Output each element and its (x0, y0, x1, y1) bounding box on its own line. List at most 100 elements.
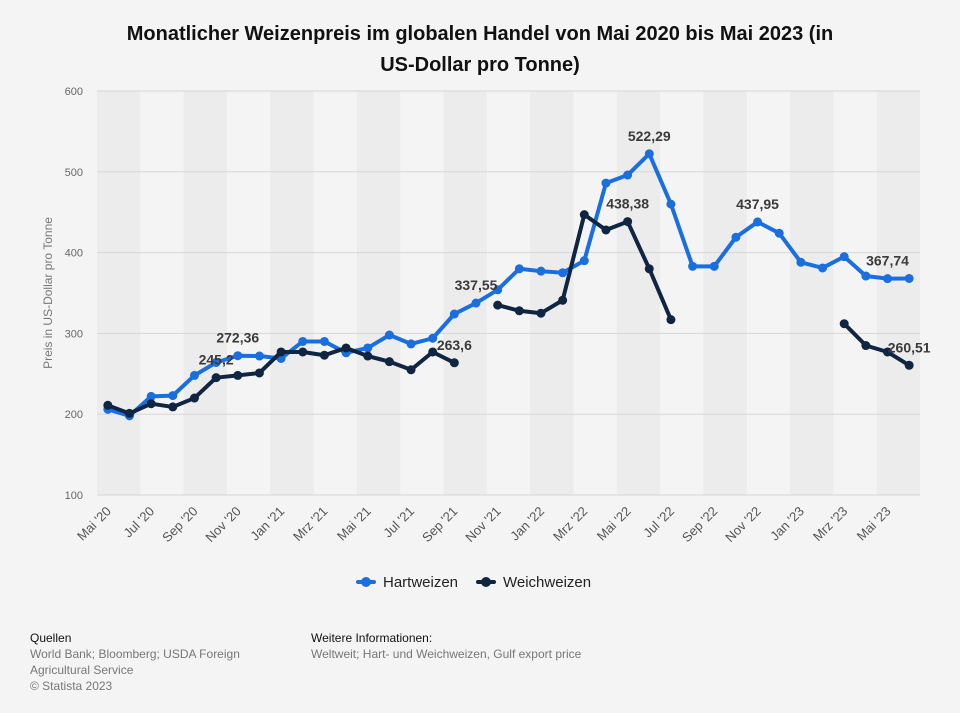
data-point[interactable] (883, 347, 893, 357)
data-point[interactable] (623, 170, 633, 180)
chart-title-line-2: US-Dollar pro Tonne) (380, 54, 580, 76)
data-point[interactable] (644, 149, 654, 159)
x-tick-label: Nov '22 (722, 504, 763, 545)
x-tick-label: Mrz '22 (550, 504, 590, 544)
data-point[interactable] (753, 217, 763, 227)
data-point[interactable] (103, 400, 113, 410)
data-point[interactable] (666, 315, 676, 325)
x-tick-label: Mrz '21 (290, 504, 330, 544)
data-point[interactable] (471, 298, 481, 308)
chart-band (443, 91, 487, 495)
x-tick-label: Jan '23 (767, 504, 807, 544)
data-point[interactable] (124, 408, 134, 418)
data-point[interactable] (623, 217, 633, 227)
data-point[interactable] (341, 343, 351, 353)
legend-marker (481, 577, 491, 587)
data-point[interactable] (774, 228, 784, 238)
data-point[interactable] (211, 357, 221, 367)
legend-item-hartweizen[interactable]: Hartweizen (356, 574, 458, 591)
data-point[interactable] (384, 330, 394, 340)
legend-label: Hartweizen (383, 574, 458, 591)
data-point[interactable] (254, 351, 264, 361)
data-point[interactable] (319, 350, 329, 360)
chart-band (530, 91, 574, 495)
data-point[interactable] (514, 264, 524, 274)
data-point[interactable] (384, 357, 394, 367)
data-point[interactable] (189, 370, 199, 380)
data-point[interactable] (168, 391, 178, 401)
data-point[interactable] (449, 309, 459, 319)
data-point[interactable] (536, 308, 546, 318)
data-point[interactable] (168, 402, 178, 412)
data-point[interactable] (146, 391, 156, 401)
data-point[interactable] (428, 333, 438, 343)
y-axis-label: Preis in US-Dollar pro Tonne (41, 217, 55, 369)
data-point[interactable] (688, 261, 698, 271)
data-point[interactable] (428, 347, 438, 357)
data-point[interactable] (839, 319, 849, 329)
chart-band (270, 91, 314, 495)
data-point[interactable] (579, 210, 589, 220)
data-point[interactable] (211, 373, 221, 383)
data-point[interactable] (298, 347, 308, 357)
data-point[interactable] (146, 399, 156, 409)
data-point[interactable] (861, 271, 871, 281)
legend-item-weichweizen[interactable]: Weichweizen (476, 574, 591, 591)
data-label: 437,95 (736, 196, 779, 212)
data-point[interactable] (601, 178, 611, 188)
data-point[interactable] (319, 336, 329, 346)
x-tick-label: Jul '20 (120, 504, 157, 541)
data-point[interactable] (233, 370, 243, 380)
chart-band (616, 91, 661, 495)
data-point[interactable] (514, 306, 524, 316)
legend-marker (361, 577, 371, 587)
data-point[interactable] (796, 257, 806, 267)
data-point[interactable] (558, 268, 568, 278)
data-point[interactable] (709, 261, 719, 271)
y-tick-label: 400 (65, 248, 83, 260)
data-point[interactable] (818, 263, 828, 273)
data-point[interactable] (558, 295, 568, 305)
x-tick-label: Jan '22 (507, 504, 547, 544)
gridlines (97, 90, 920, 496)
data-point[interactable] (363, 343, 373, 353)
data-point[interactable] (731, 232, 741, 242)
series-line (842, 321, 912, 368)
line-chart: Monatlicher Weizenpreis im globalen Hand… (41, 23, 931, 591)
data-point[interactable] (601, 225, 611, 235)
data-point[interactable] (254, 368, 264, 378)
sources-heading: Quellen (30, 631, 72, 645)
x-tick-label: Sep '21 (419, 504, 460, 545)
data-point[interactable] (189, 393, 199, 403)
data-point[interactable] (904, 360, 914, 370)
data-point[interactable] (644, 264, 654, 274)
data-point[interactable] (904, 273, 914, 283)
data-point[interactable] (298, 336, 308, 346)
sources-text: World Bank; Bloomberg; USDA Foreign Agri… (30, 647, 240, 693)
data-point[interactable] (363, 351, 373, 361)
data-point[interactable] (861, 341, 871, 351)
y-axis-ticks: 100 200 300 400 500 600 (65, 86, 83, 502)
data-point[interactable] (883, 274, 893, 284)
data-labels: 272,36 245,2 337,55 263,6 522,29 438,38 437,95… (199, 128, 931, 368)
data-point[interactable] (406, 365, 416, 375)
chart-band (97, 91, 141, 495)
y-tick-label: 300 (65, 328, 83, 340)
x-tick-label: Mai '23 (854, 504, 894, 544)
data-label: 367,74 (866, 253, 909, 269)
chart-band (183, 91, 227, 495)
y-tick-label: 200 (65, 409, 83, 421)
data-point[interactable] (579, 256, 589, 266)
data-point[interactable] (493, 285, 503, 295)
legend[interactable]: Hartweizen Weichweizen (356, 574, 591, 591)
y-tick-label: 600 (65, 86, 83, 98)
data-point[interactable] (449, 358, 459, 368)
data-point[interactable] (276, 347, 286, 357)
data-point[interactable] (493, 300, 503, 310)
data-point[interactable] (536, 266, 546, 276)
data-point[interactable] (406, 339, 416, 349)
data-point[interactable] (666, 199, 676, 209)
chart-band (356, 91, 401, 495)
data-point[interactable] (839, 252, 849, 262)
data-point[interactable] (233, 351, 243, 361)
